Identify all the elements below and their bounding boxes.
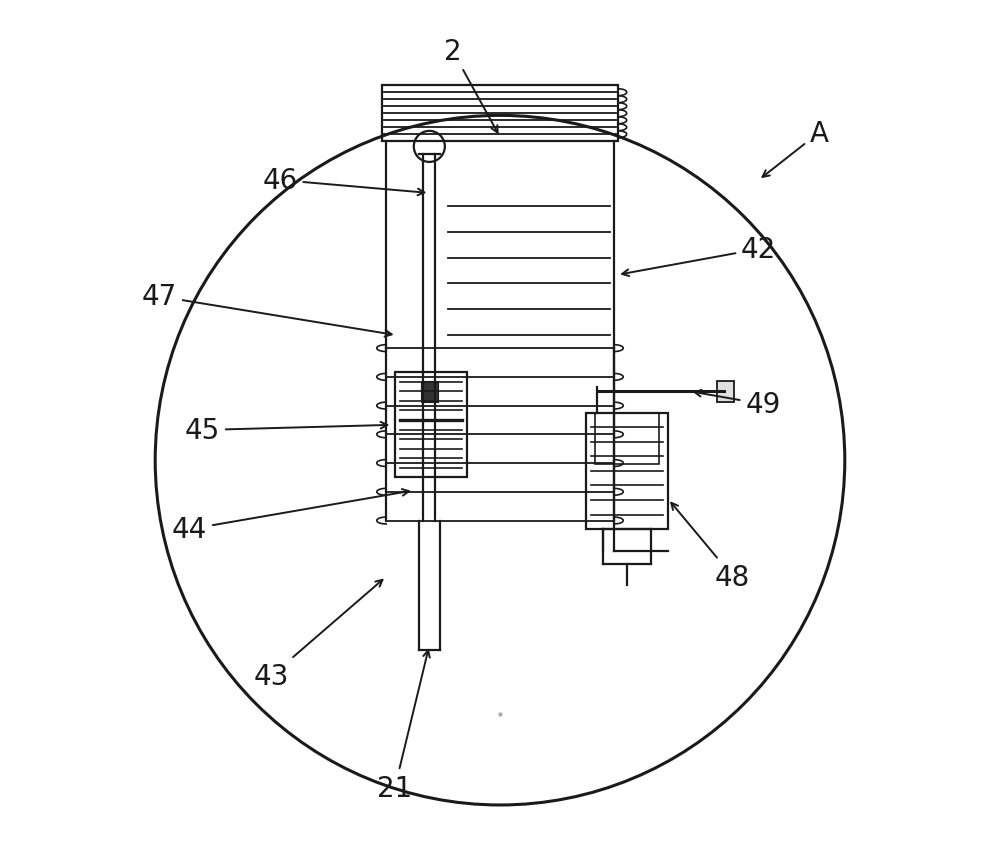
Bar	[421, 381, 438, 402]
Text: A: A	[762, 120, 828, 177]
Text: 48: 48	[671, 503, 750, 591]
Bar	[595, 413, 659, 465]
Text: 21: 21	[377, 651, 430, 802]
Bar	[717, 381, 734, 402]
Text: 2: 2	[444, 38, 498, 133]
Text: 42: 42	[622, 236, 776, 276]
Bar	[586, 413, 668, 530]
Text: 43: 43	[254, 580, 382, 690]
Text: 46: 46	[263, 167, 424, 196]
Text: 44: 44	[172, 489, 409, 543]
Text: 45: 45	[185, 417, 387, 444]
Text: 47: 47	[142, 283, 392, 338]
Text: 49: 49	[695, 391, 781, 418]
Bar	[382, 86, 618, 142]
Bar	[395, 373, 467, 478]
